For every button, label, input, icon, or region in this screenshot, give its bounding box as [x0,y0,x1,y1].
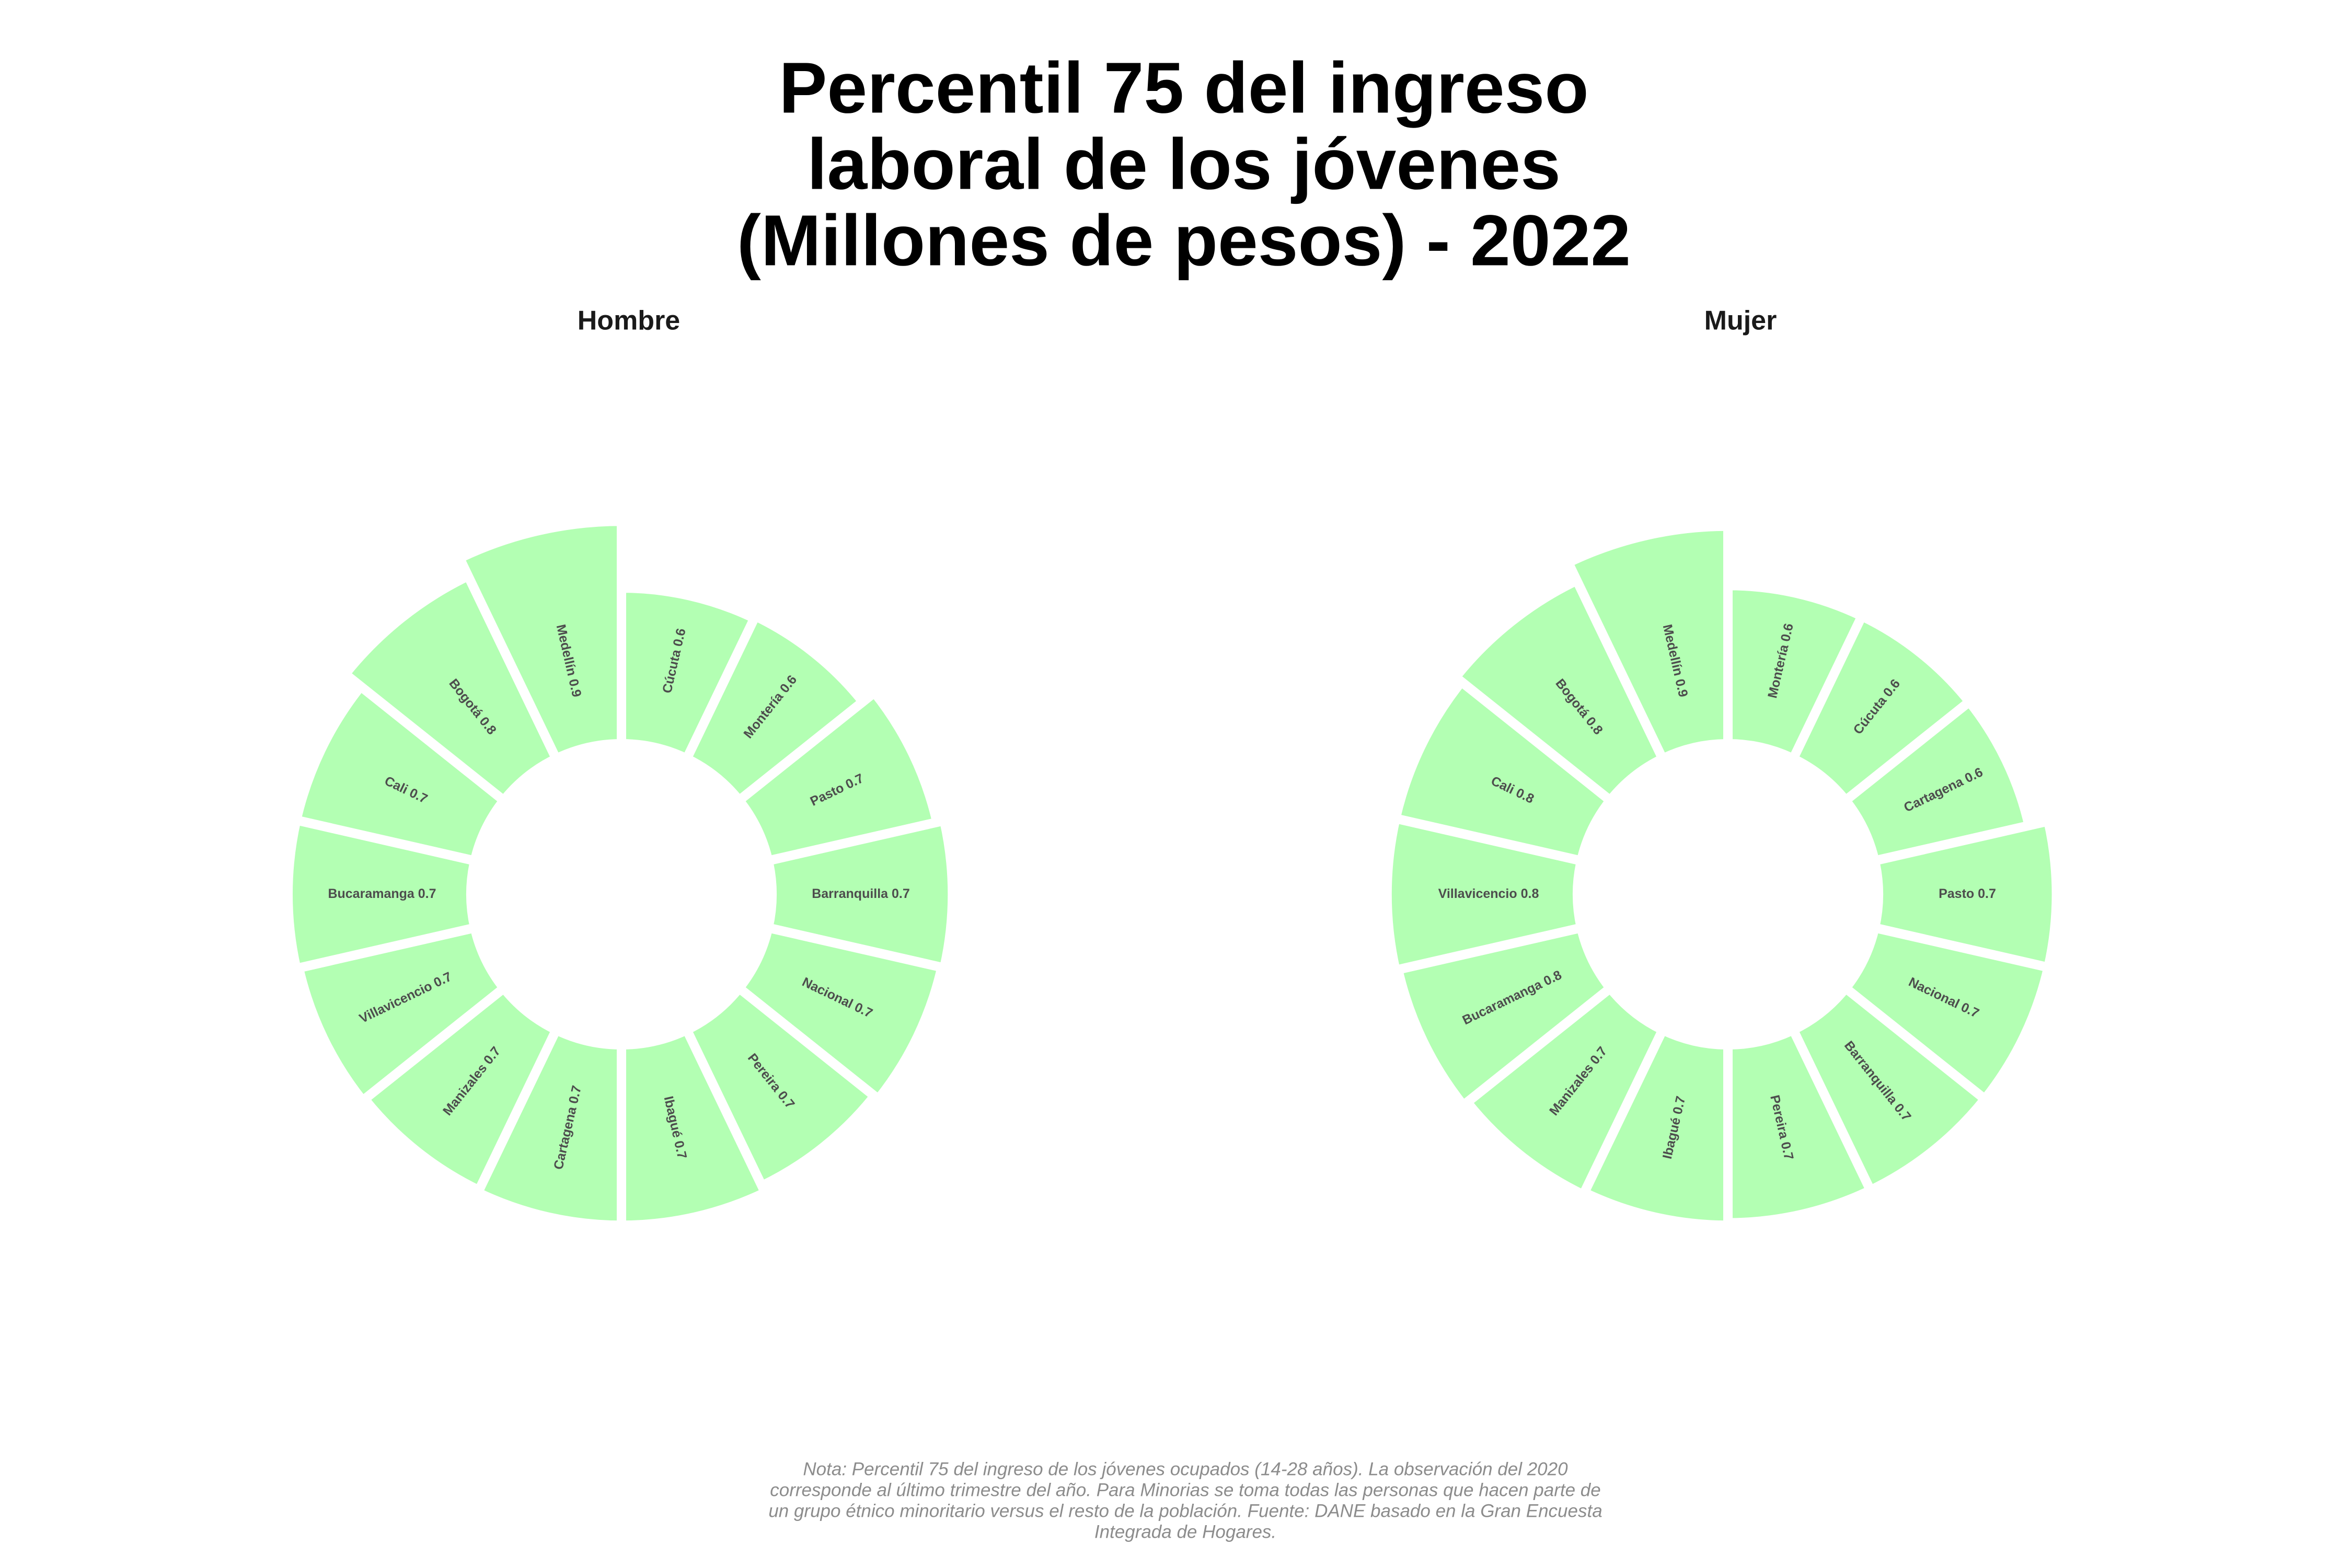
value-label: 0.7 [1978,886,1996,901]
bar [1786,609,1976,808]
value-label: 0.8 [1521,886,1539,901]
bar [763,815,958,974]
bar-label: Villavicencio 0.8 [1438,886,1539,901]
category-label: Pasto [1939,886,1974,901]
bar-label: Bucaramanga 0.7 [328,886,436,901]
chart-title: Percentil 75 del ingreso [779,48,1588,128]
bar-label: Pasto 0.7 [1939,886,1996,901]
bar [291,679,511,867]
bar [1382,813,1587,976]
note: Nota: Percentil 75 del ingreso de los jó… [803,1459,1568,1479]
value-label: 0.7 [418,886,436,901]
bar [338,570,563,808]
bar [1839,695,2035,867]
bar [471,1023,626,1230]
panel-title: Hombre [578,306,680,336]
bar [680,609,870,808]
chart-title: (Millones de pesos) - 2022 [737,200,1631,281]
bar [1390,675,1617,867]
bar [1449,574,1669,808]
bar [1562,521,1733,765]
panel-title: Mujer [1704,306,1777,336]
bar [453,516,626,765]
bar [1723,581,1869,765]
note: un grupo étnico minoritario versus el re… [768,1501,1602,1521]
bar [1869,815,2061,973]
bar [1723,1023,1877,1228]
bar [680,981,881,1192]
bar [732,922,948,1106]
bar [293,922,511,1108]
bar [1839,922,2054,1106]
bar [617,1023,771,1230]
bar [1578,1023,1733,1230]
bar [1392,922,1617,1112]
value-label: 0.7 [892,886,910,901]
note: corresponde al último trimestre del año.… [770,1480,1600,1500]
bar [1786,981,1992,1197]
note: Integrada de Hogares. [1094,1521,1276,1542]
chart-title: laboral de los jóvenes [807,124,1561,204]
category-label: Bucaramanga [328,886,414,901]
bar [283,814,480,974]
category-label: Barranquilla [812,886,889,901]
bar [617,583,761,765]
bar [358,981,563,1197]
category-label: Villavicencio [1438,886,1517,901]
bar [1460,981,1669,1201]
bar [732,686,943,867]
bar-label: Barranquilla 0.7 [812,886,910,901]
